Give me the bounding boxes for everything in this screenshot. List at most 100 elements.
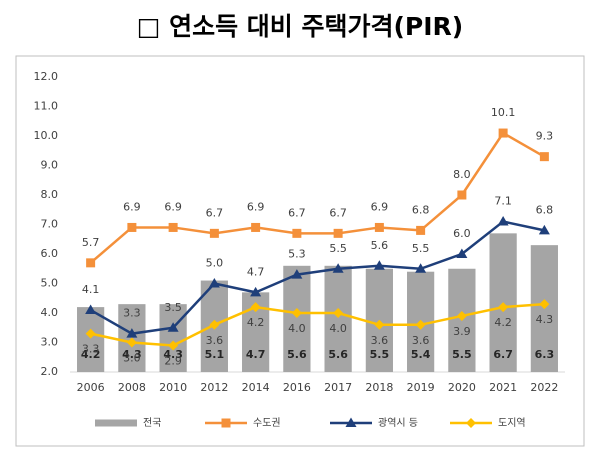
marker	[457, 190, 467, 200]
marker	[167, 322, 179, 332]
marker	[456, 248, 468, 258]
data-label: 3.6	[412, 334, 430, 347]
data-label: 5.5	[370, 348, 390, 361]
marker	[498, 302, 509, 313]
legend-label: 광역시 등	[378, 417, 418, 429]
bar	[159, 304, 187, 372]
data-label: 6.9	[164, 200, 182, 213]
marker	[292, 228, 302, 238]
data-label: 5.5	[412, 242, 430, 255]
marker	[127, 222, 137, 232]
legend-item: 수도권	[205, 417, 281, 429]
data-label: 6.9	[371, 200, 389, 213]
marker	[497, 216, 509, 226]
data-label: 6.9	[123, 200, 141, 213]
marker	[538, 224, 550, 235]
data-label: 4.7	[246, 348, 266, 361]
data-label: 6.7	[329, 206, 347, 219]
marker	[373, 260, 385, 270]
data-label: 5.6	[328, 348, 348, 361]
data-label: 9.3	[536, 130, 554, 143]
data-label: 5.6	[371, 239, 389, 252]
y-tick-label: 12.0	[34, 70, 59, 83]
y-tick-label: 5.0	[41, 277, 59, 290]
data-label: 5.6	[287, 348, 307, 361]
marker	[209, 228, 219, 238]
y-tick-label: 6.0	[41, 247, 59, 260]
marker	[85, 304, 97, 315]
x-tick-label: 2017	[324, 381, 352, 394]
data-label: 5.4	[411, 348, 431, 361]
data-label: 3.6	[206, 334, 224, 347]
marker	[374, 222, 384, 232]
marker	[415, 263, 427, 273]
x-tick-label: 2020	[448, 381, 476, 394]
data-label: 2.9	[164, 354, 182, 367]
marker	[332, 263, 344, 273]
line	[90, 220, 545, 335]
marker	[251, 222, 261, 232]
data-label: 3.9	[453, 325, 471, 338]
marker	[291, 269, 303, 279]
y-tick-label: 7.0	[41, 218, 59, 231]
data-label: 6.8	[412, 203, 430, 216]
marker	[221, 418, 231, 428]
bar	[77, 307, 105, 372]
marker	[416, 225, 426, 235]
data-label: 3.3	[123, 307, 141, 320]
data-label: 3.0	[123, 352, 141, 365]
marker	[208, 278, 220, 288]
data-label: 4.3	[122, 348, 142, 361]
bar	[324, 265, 352, 372]
data-label: 5.1	[205, 348, 225, 361]
y-tick-label: 3.0	[41, 336, 59, 349]
y-tick-label: 8.0	[41, 188, 59, 201]
legend-item: 전국	[95, 417, 161, 429]
data-label: 4.7	[247, 265, 265, 278]
x-tick-label: 2010	[159, 381, 187, 394]
data-label: 5.3	[288, 248, 306, 261]
chart-frame	[15, 55, 585, 447]
data-label: 6.7	[493, 348, 513, 361]
data-label: 8.0	[453, 168, 471, 181]
legend-label: 수도권	[253, 417, 281, 429]
x-tick-label: 2022	[530, 381, 558, 394]
y-tick-label: 4.0	[41, 306, 59, 319]
data-label: 6.7	[288, 206, 306, 219]
marker	[85, 328, 96, 339]
marker	[498, 128, 508, 138]
line	[89, 131, 545, 264]
legend-item: 도지역	[450, 417, 526, 429]
x-tick-label: 2016	[283, 381, 311, 394]
marker	[250, 286, 262, 297]
x-tick-label: 2014	[242, 381, 270, 394]
x-tick-label: 2006	[77, 381, 105, 394]
data-label: 3.6	[371, 334, 389, 347]
x-tick-label: 2012	[200, 381, 228, 394]
data-label: 3.5	[164, 301, 182, 314]
legend-swatch	[95, 419, 137, 427]
marker	[126, 337, 137, 348]
legend-label: 도지역	[498, 417, 526, 429]
legend-label: 전국	[143, 417, 161, 429]
marker	[333, 308, 344, 318]
marker	[86, 258, 96, 268]
marker	[168, 340, 179, 351]
data-label: 4.3	[536, 313, 554, 326]
data-label: 5.5	[329, 242, 347, 255]
y-tick-label: 11.0	[34, 100, 59, 113]
marker	[126, 328, 138, 338]
marker	[345, 417, 357, 427]
data-label: 4.0	[288, 322, 306, 335]
x-tick-label: 2008	[118, 381, 146, 394]
data-label: 10.1	[491, 106, 516, 119]
marker	[415, 319, 426, 330]
data-label: 4.2	[81, 348, 101, 361]
marker	[250, 302, 261, 313]
data-label: 4.2	[494, 316, 512, 329]
x-tick-label: 2021	[489, 381, 517, 394]
marker	[291, 308, 302, 318]
y-tick-label: 10.0	[34, 129, 59, 142]
bar	[283, 265, 311, 372]
